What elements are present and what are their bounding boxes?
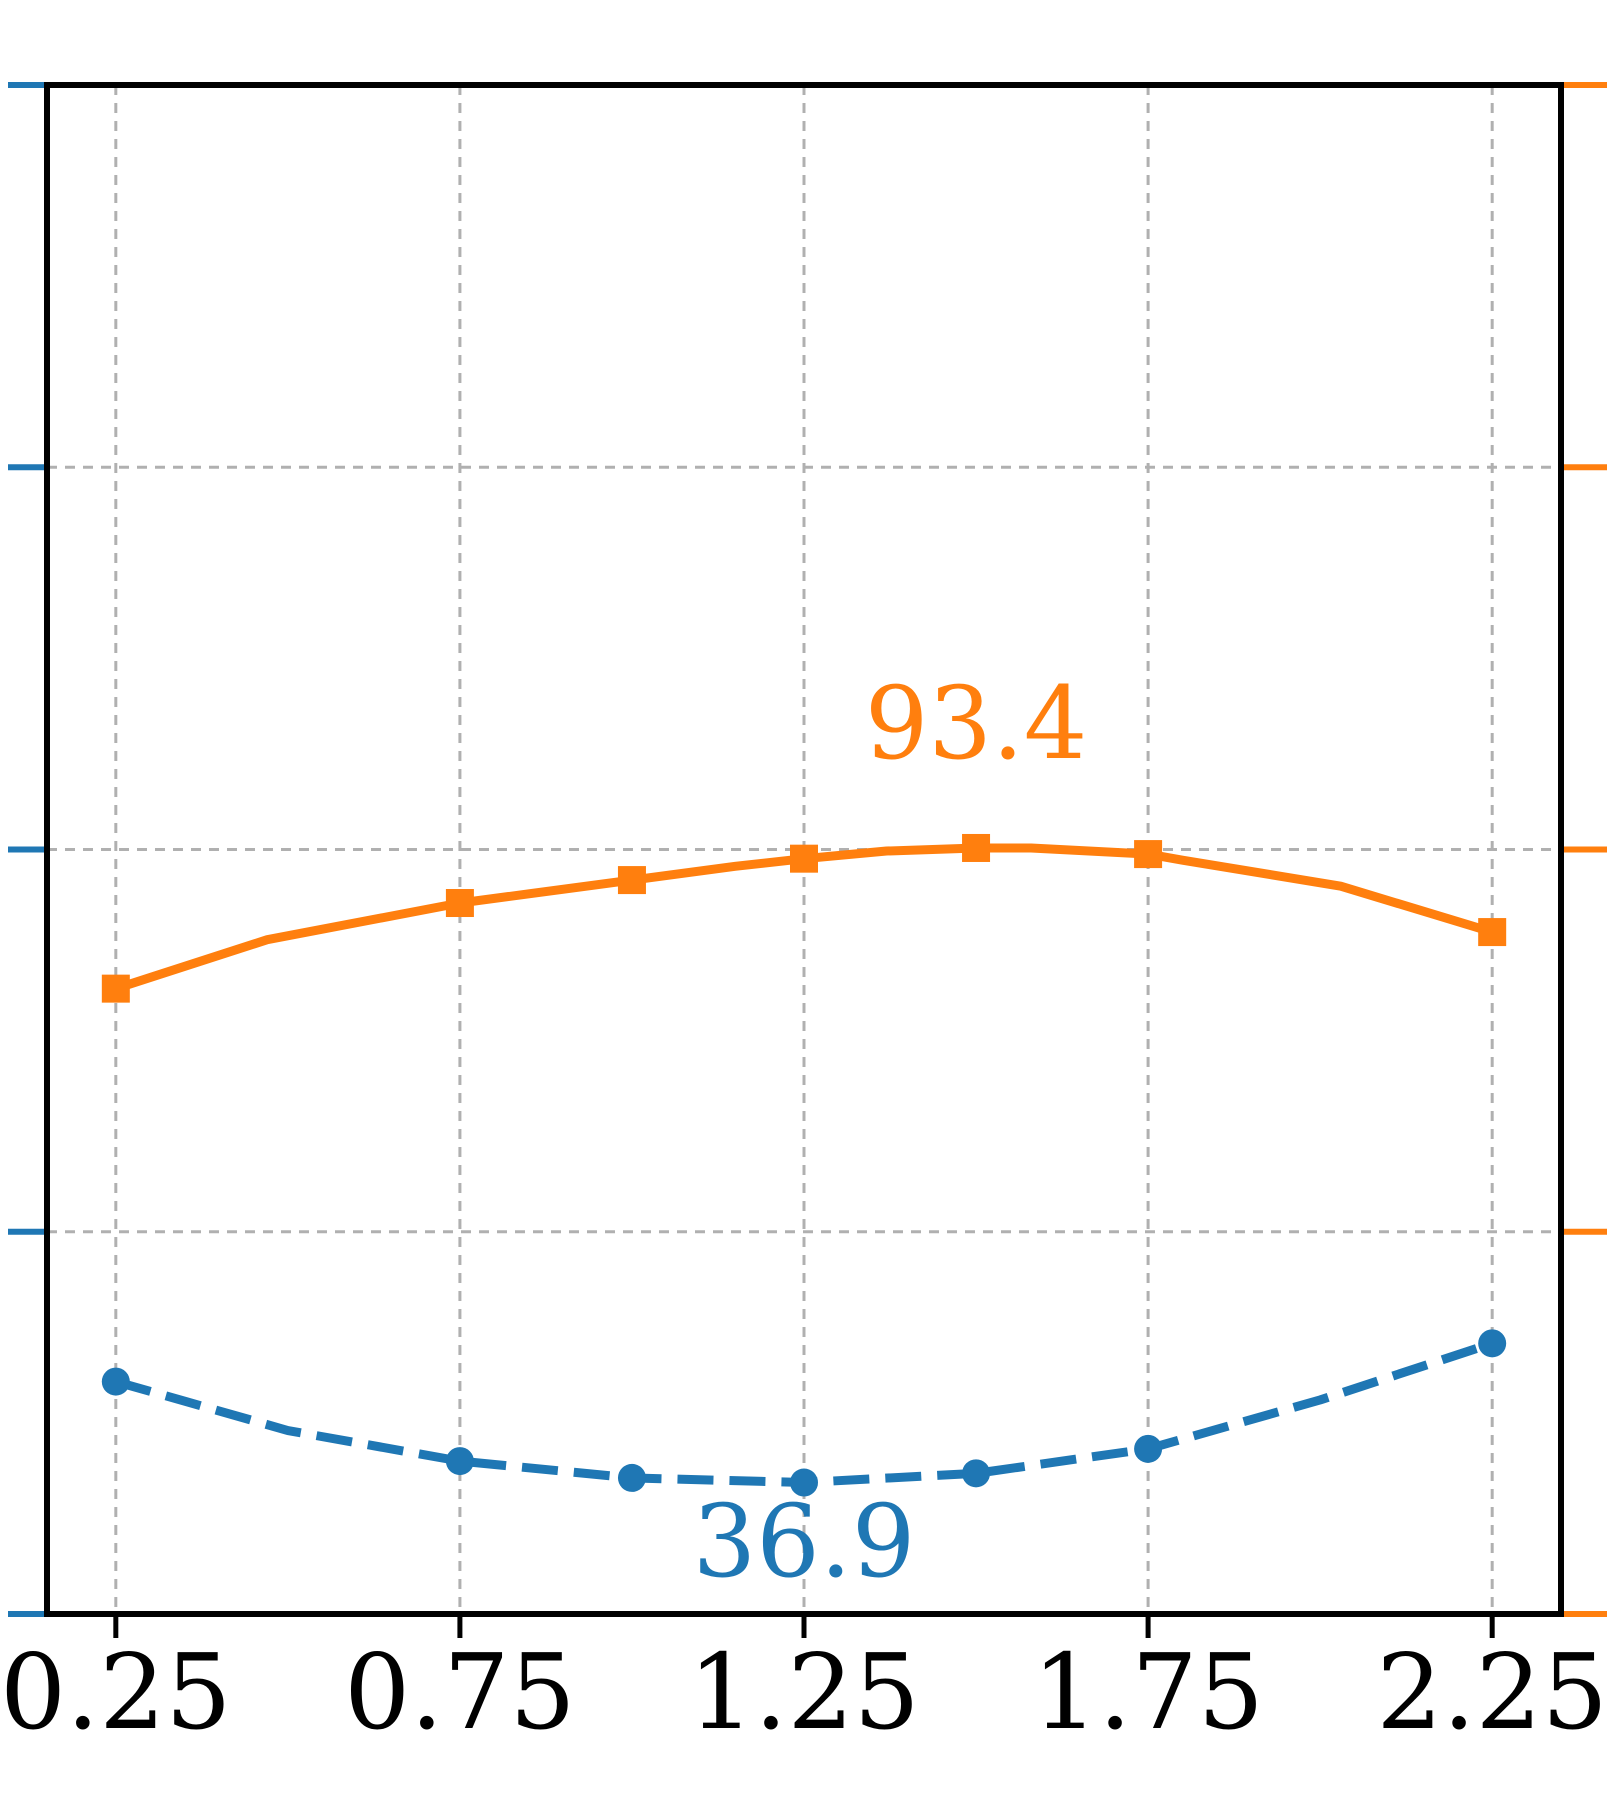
series-1-marker-3: [790, 1468, 818, 1497]
series-0-marker-3: [790, 844, 818, 873]
series-0-marker-6: [1478, 918, 1507, 947]
x-tick-label-2: 1.25: [688, 1631, 920, 1753]
x-tick-label-0: 0.25: [0, 1631, 232, 1753]
series-0-marker-2: [617, 866, 646, 895]
y-axis-ticks: [8, 82, 1607, 1617]
annotation-orange: 93.4: [865, 665, 1088, 782]
x-tick-label-1: 0.75: [344, 1631, 576, 1753]
x-tick-label-3: 1.75: [1032, 1631, 1264, 1753]
x-axis: 0.25 0.75 1.25 1.75 2.25: [0, 1614, 1608, 1753]
series-1-marker-4: [962, 1459, 991, 1488]
annotation-blue: 36.9: [693, 1483, 916, 1600]
series: [101, 833, 1507, 1497]
plot-frame: [44, 82, 1564, 1617]
series-1-marker-6: [1478, 1329, 1507, 1358]
series-1-marker-2: [617, 1463, 646, 1492]
series-0-marker-0: [101, 974, 130, 1003]
series-1-marker-5: [1134, 1434, 1163, 1463]
series-1-marker-1: [445, 1447, 474, 1476]
series-0-marker-5: [1134, 840, 1163, 869]
x-tick-label-4: 2.25: [1376, 1631, 1608, 1753]
series-0-marker-1: [445, 889, 474, 918]
series-0-marker-4: [962, 833, 991, 862]
series-1-marker-0: [101, 1367, 130, 1396]
